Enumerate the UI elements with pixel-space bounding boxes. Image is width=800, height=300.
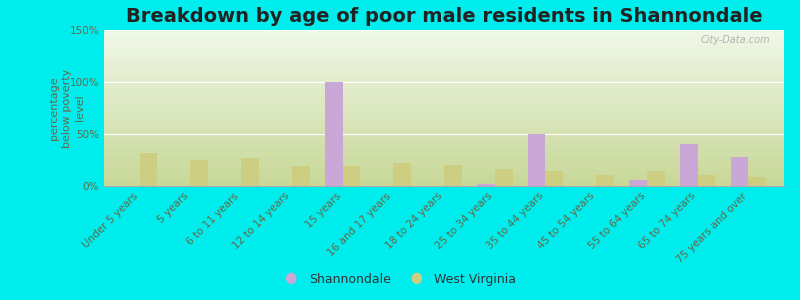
Bar bbox=[630, 180, 647, 186]
Bar bbox=[596, 175, 614, 186]
Y-axis label: percentage
below poverty
level: percentage below poverty level bbox=[49, 68, 85, 148]
Bar bbox=[394, 163, 411, 186]
Bar bbox=[749, 177, 766, 186]
Bar bbox=[528, 134, 546, 186]
Bar bbox=[292, 166, 310, 186]
Bar bbox=[444, 165, 462, 186]
Text: City-Data.com: City-Data.com bbox=[701, 35, 770, 45]
Bar bbox=[241, 158, 258, 186]
Title: Breakdown by age of poor male residents in Shannondale: Breakdown by age of poor male residents … bbox=[126, 7, 762, 26]
Bar bbox=[139, 153, 158, 186]
Bar bbox=[190, 160, 208, 186]
Bar bbox=[477, 184, 494, 186]
Bar bbox=[325, 82, 342, 186]
Legend: Shannondale, West Virginia: Shannondale, West Virginia bbox=[278, 268, 522, 291]
Bar bbox=[680, 144, 698, 186]
Bar bbox=[647, 171, 665, 186]
Bar bbox=[342, 166, 360, 186]
Bar bbox=[494, 169, 513, 186]
Bar bbox=[730, 157, 749, 186]
Bar bbox=[546, 171, 563, 186]
Bar bbox=[698, 175, 715, 186]
